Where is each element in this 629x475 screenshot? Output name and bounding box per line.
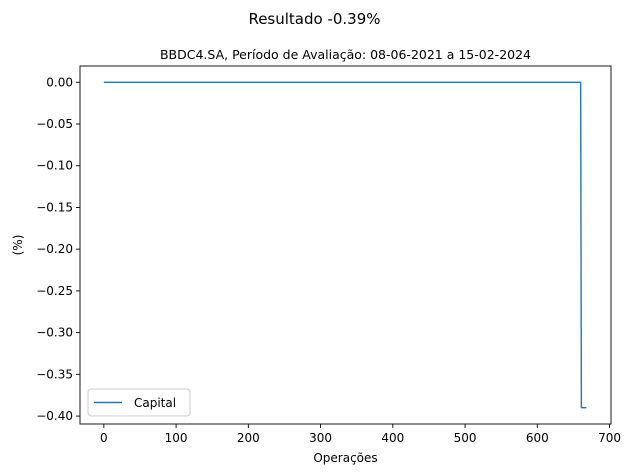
x-tick-label: 100 — [165, 431, 188, 445]
y-tick-label: −0.40 — [36, 409, 73, 423]
y-axis: 0.00 −0.05 −0.10 −0.15 −0.20 −0.25 −0.30 −0.35 −… — [36, 75, 80, 423]
legend-box — [87, 388, 191, 417]
x-tick-label: 200 — [237, 431, 260, 445]
x-axis: 0 100 200 300 400 500 600 700 — [100, 424, 621, 445]
series-line-capital — [103, 81, 587, 409]
x-tick-label: 500 — [454, 431, 477, 445]
chart-suptitle: Resultado -0.39% — [248, 10, 380, 28]
x-tick-label: 0 — [100, 431, 108, 445]
y-tick-label: −0.10 — [36, 159, 73, 173]
x-axis-label: Operações — [313, 451, 377, 465]
y-tick-label: −0.15 — [36, 200, 73, 214]
y-tick-label: −0.20 — [36, 242, 73, 256]
plot-frame — [79, 65, 612, 425]
x-tick-label: 600 — [526, 431, 549, 445]
y-axis-label: (%) — [11, 235, 25, 256]
legend: Capital — [87, 388, 191, 417]
legend-label-capital: Capital — [134, 396, 176, 410]
y-tick-label: 0.00 — [46, 75, 73, 89]
x-tick-label: 700 — [598, 431, 621, 445]
y-tick-label: −0.05 — [36, 117, 73, 131]
x-tick-label: 300 — [309, 431, 332, 445]
y-tick-label: −0.25 — [36, 284, 73, 298]
chart-title: BBDC4.SA, Período de Avaliação: 08-06-20… — [160, 47, 531, 62]
y-tick-label: −0.35 — [36, 367, 73, 381]
y-tick-label: −0.30 — [36, 326, 73, 340]
x-tick-label: 400 — [381, 431, 404, 445]
plot-area: 0 100 200 300 400 500 600 700 0.00 −0.05 −0.10 −0.… — [36, 65, 621, 445]
series-layer — [103, 81, 587, 409]
